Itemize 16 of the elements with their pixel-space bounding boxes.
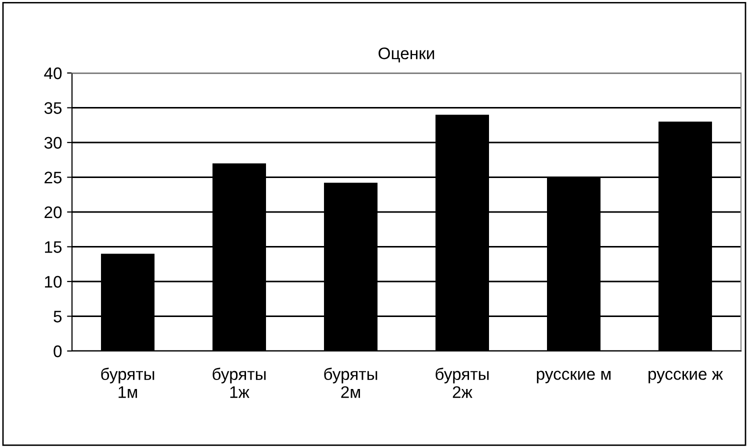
y-tick-label: 5: [54, 310, 62, 322]
y-tick-label: 30: [44, 136, 62, 149]
y-tick-label: 40: [44, 67, 62, 80]
y-tick-label: 20: [44, 206, 62, 218]
y-tick-label: 0: [54, 345, 62, 358]
y-tick-label: 10: [45, 276, 62, 288]
x-tick-label: русские ж: [648, 370, 723, 384]
chart-title: Оценки: [378, 47, 434, 62]
x-tick-label: русские м: [536, 370, 611, 384]
x-tick-label: буряты 2м: [324, 368, 378, 398]
x-tick-label: буряты 2ж: [436, 368, 489, 398]
y-tick-label: 25: [44, 172, 62, 184]
y-tick-label: 35: [44, 102, 62, 114]
y-tick-label: 15: [45, 241, 62, 253]
x-tick-label: буряты 1м: [101, 368, 154, 398]
x-tick-label: буряты 1ж: [212, 368, 266, 398]
